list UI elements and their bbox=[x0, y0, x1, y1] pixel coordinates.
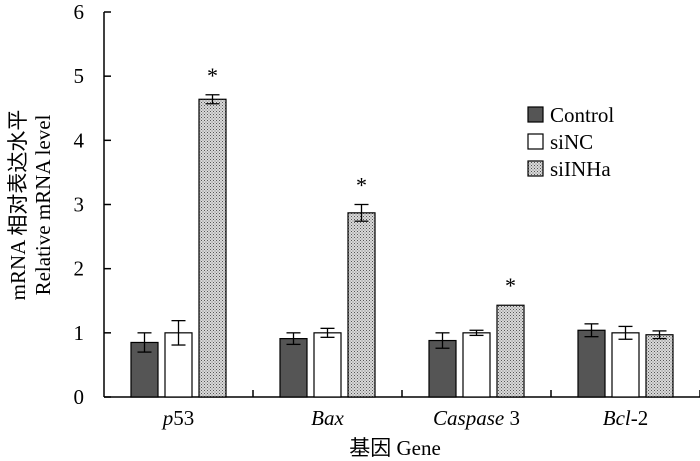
category-label-italic: Caspase bbox=[433, 406, 504, 430]
y-tick-label: 3 bbox=[74, 193, 85, 217]
bars: * * * bbox=[130, 63, 674, 398]
y-tick-label: 2 bbox=[74, 257, 85, 281]
bar-control bbox=[577, 329, 606, 398]
bar-sinc bbox=[611, 332, 640, 398]
significance-marker: * bbox=[505, 273, 516, 298]
y-tick-label: 1 bbox=[74, 321, 85, 345]
bar-control bbox=[428, 339, 457, 398]
category-label-italic: Bax bbox=[311, 406, 344, 430]
category-label-plain: 53 bbox=[173, 406, 194, 430]
bar-siinha bbox=[645, 334, 674, 398]
legend-label: siNC bbox=[550, 130, 593, 154]
bar-sinc bbox=[313, 332, 342, 398]
x-axis-title: 基因 Gene bbox=[349, 436, 441, 460]
bar-siinha bbox=[198, 98, 227, 398]
y-tick-label: 6 bbox=[74, 0, 85, 24]
legend-swatch-control bbox=[527, 106, 544, 123]
category-label: Bcl-2 bbox=[603, 406, 648, 430]
significance-marker: * bbox=[356, 173, 367, 198]
y-tick-label: 0 bbox=[74, 385, 85, 409]
y-tick-label: 4 bbox=[74, 128, 85, 152]
legend: Control siNC siINHa bbox=[527, 103, 614, 181]
category-label-plain: -2 bbox=[631, 406, 649, 430]
bar-siinha bbox=[347, 212, 376, 398]
y-tick-label: 5 bbox=[74, 64, 85, 88]
category-label: Caspase 3 bbox=[433, 406, 520, 430]
category-label: Bax bbox=[311, 406, 344, 430]
bar-sinc bbox=[462, 332, 491, 398]
legend-swatch-siinha bbox=[527, 160, 544, 177]
category-label-italic: p bbox=[161, 406, 174, 430]
significance-marker: * bbox=[207, 63, 218, 88]
legend-label: siINHa bbox=[550, 157, 611, 181]
bar-sinc bbox=[164, 332, 193, 398]
legend-swatch-sinc bbox=[527, 133, 544, 150]
legend-label: Control bbox=[550, 103, 614, 127]
category-label-plain: 3 bbox=[504, 406, 520, 430]
y-axis-title-english: Relative mRNA level bbox=[31, 114, 55, 295]
category-label: p53 bbox=[161, 406, 195, 430]
y-axis-title-chinese: mRNA 相对表达水平 bbox=[6, 110, 30, 301]
bar-siinha bbox=[496, 304, 525, 398]
category-label-italic: Bcl bbox=[603, 406, 631, 430]
axes: 0 1 2 3 4 5 6 p53 Bax Caspase 3 Bcl-2 bbox=[74, 0, 700, 430]
bar-control bbox=[279, 338, 308, 398]
